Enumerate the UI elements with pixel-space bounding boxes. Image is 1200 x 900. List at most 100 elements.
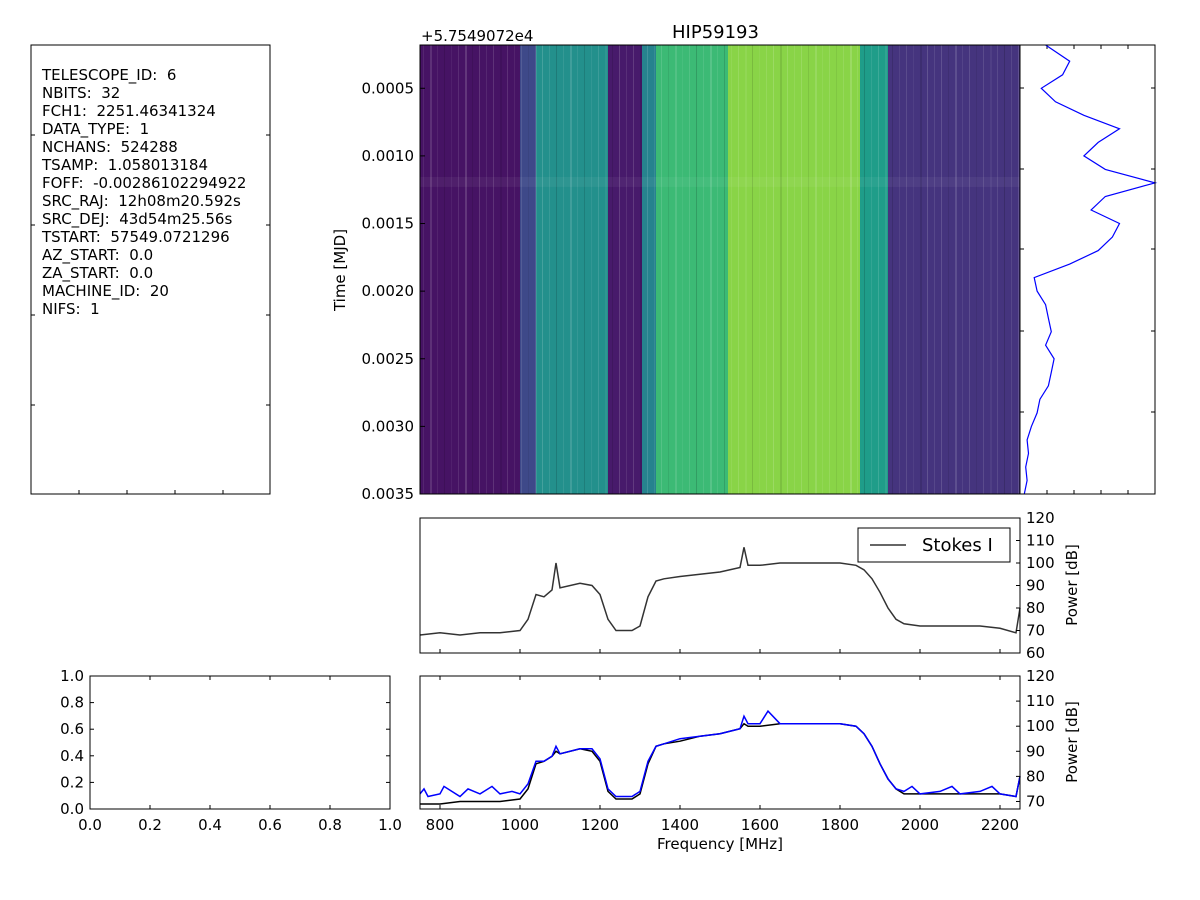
channel-stripe <box>773 45 774 494</box>
channel-stripe <box>794 45 795 494</box>
channel-stripe <box>458 45 459 494</box>
header-line: SRC_DEJ: 43d54m25.56s <box>42 210 233 228</box>
plot-title: HIP59193 <box>672 22 759 43</box>
channel-stripe <box>493 45 494 494</box>
channel-stripe <box>640 45 642 494</box>
header-line: SRC_RAJ: 12h08m20.592s <box>42 192 241 210</box>
bottom-x-tick-label: 1000 <box>501 816 539 834</box>
channel-stripe <box>780 45 782 494</box>
stokes-x-ticks <box>439 649 1001 653</box>
stokes-spectrum-plot: 60 70 80 90 100 110 120 Power [dB] Stokes I <box>419 509 1081 662</box>
stokes-y-ticks: 60 70 80 90 100 110 120 <box>1016 509 1055 662</box>
stokes-y-tick-label: 70 <box>1026 622 1045 640</box>
bottom-x-tick-label: 1400 <box>661 816 699 834</box>
bottom-y-ticks: 70 80 90 100 110 120 <box>1016 667 1055 810</box>
empty-x-tick-label: 0.2 <box>138 816 162 834</box>
channel-stripe <box>514 45 515 494</box>
bottom-y-tick-label: 100 <box>1026 717 1055 735</box>
channel-stripe <box>430 45 432 494</box>
channel-stripe <box>885 45 887 494</box>
channel-stripe <box>878 45 879 494</box>
channel-stripe <box>1011 45 1012 494</box>
channel-stripe <box>955 45 957 494</box>
channel-stripe <box>675 45 677 494</box>
empty-x-tick-label: 0.8 <box>318 816 342 834</box>
channel-stripe <box>703 45 704 494</box>
empty-y-tick-label: 0.6 <box>60 720 84 738</box>
header-line: TSTART: 57549.0721296 <box>42 228 230 246</box>
stokes-y-tick-label: 80 <box>1026 599 1045 617</box>
waterfall-y-tick-label: 0.0025 <box>362 350 415 368</box>
channel-stripe <box>689 45 690 494</box>
waterfall-bands <box>420 45 1020 494</box>
channel-stripe <box>969 45 970 494</box>
waterfall-channel-stripes <box>420 45 1020 494</box>
channel-stripe <box>570 45 572 494</box>
channel-stripe <box>451 45 452 494</box>
channel-stripe <box>752 45 753 494</box>
header-line: NIFS: 1 <box>42 300 100 318</box>
header-line: AZ_START: 0.0 <box>42 246 154 264</box>
channel-stripe <box>626 45 627 494</box>
channel-stripe <box>906 45 907 494</box>
bottom-frame <box>419 675 1021 810</box>
channel-stripe <box>521 45 522 494</box>
header-info-list: TELESCOPE_ID: 6 NBITS: 32 FCH1: 2251.46341… <box>42 66 246 318</box>
time-offset-label: +5.7549072e4 <box>421 27 533 45</box>
channel-stripe <box>850 45 852 494</box>
waterfall-y-tick-label: 0.0020 <box>362 282 415 300</box>
empty-y-tick-label: 0.0 <box>60 800 84 818</box>
channel-stripe <box>724 45 725 494</box>
channel-stripe <box>612 45 613 494</box>
bottom-x-tick-label: 800 <box>426 816 455 834</box>
empty-x-tick-label: 0.4 <box>198 816 222 834</box>
channel-stripe <box>549 45 550 494</box>
bottom-y-tick-label: 120 <box>1026 667 1055 685</box>
channel-stripe <box>528 45 529 494</box>
time-series-plot <box>1019 44 1158 495</box>
time-series-frame <box>1019 44 1156 495</box>
empty-x-tick-label: 0.6 <box>258 816 282 834</box>
channel-stripe <box>990 45 992 494</box>
channel-stripe <box>661 45 662 494</box>
channel-stripe <box>633 45 634 494</box>
channel-stripe <box>563 45 564 494</box>
bottom-y-tick-label: 110 <box>1026 692 1055 710</box>
stokes-y-tick-label: 100 <box>1026 554 1055 572</box>
channel-stripe <box>829 45 830 494</box>
channel-stripe <box>647 45 648 494</box>
header-line: DATA_TYPE: 1 <box>42 120 150 138</box>
bottom-y-tick-label: 90 <box>1026 742 1045 760</box>
empty-x-tick-label: 1.0 <box>378 816 402 834</box>
channel-stripe <box>1004 45 1005 494</box>
time-series-line <box>1023 44 1158 495</box>
stokes-legend: Stokes I <box>857 527 1011 563</box>
channel-stripe <box>654 45 655 494</box>
channel-stripe <box>857 45 858 494</box>
empty-axes-frame <box>89 675 391 810</box>
channel-stripe <box>738 45 739 494</box>
channel-stripe <box>598 45 599 494</box>
waterfall-band-fill <box>420 45 1020 494</box>
time-stripe <box>420 176 1020 187</box>
channel-stripe <box>808 45 809 494</box>
channel-stripe <box>983 45 984 494</box>
empty-y-tick-label: 0.8 <box>60 694 84 712</box>
spectrum-line <box>419 547 1021 636</box>
channel-stripe <box>941 45 942 494</box>
channel-stripe <box>745 45 747 494</box>
waterfall-y-tick-label: 0.0010 <box>362 147 415 165</box>
channel-stripe <box>836 45 837 494</box>
channel-stripe <box>556 45 557 494</box>
channel-stripe <box>864 45 865 494</box>
channel-stripe <box>717 45 718 494</box>
channel-stripe <box>934 45 935 494</box>
header-line: TSAMP: 1.058013184 <box>42 156 209 174</box>
bottom-spectrum-plot: 70 80 90 100 110 120 800 1000 1200 1400 1600 1800 2… <box>419 667 1081 853</box>
channel-stripe <box>591 45 592 494</box>
bottom-x-tick-label: 2200 <box>981 816 1019 834</box>
waterfall-y-tick-label: 0.0035 <box>362 485 415 503</box>
bottom-x-tick-label: 2000 <box>901 816 939 834</box>
channel-stripe <box>913 45 914 494</box>
